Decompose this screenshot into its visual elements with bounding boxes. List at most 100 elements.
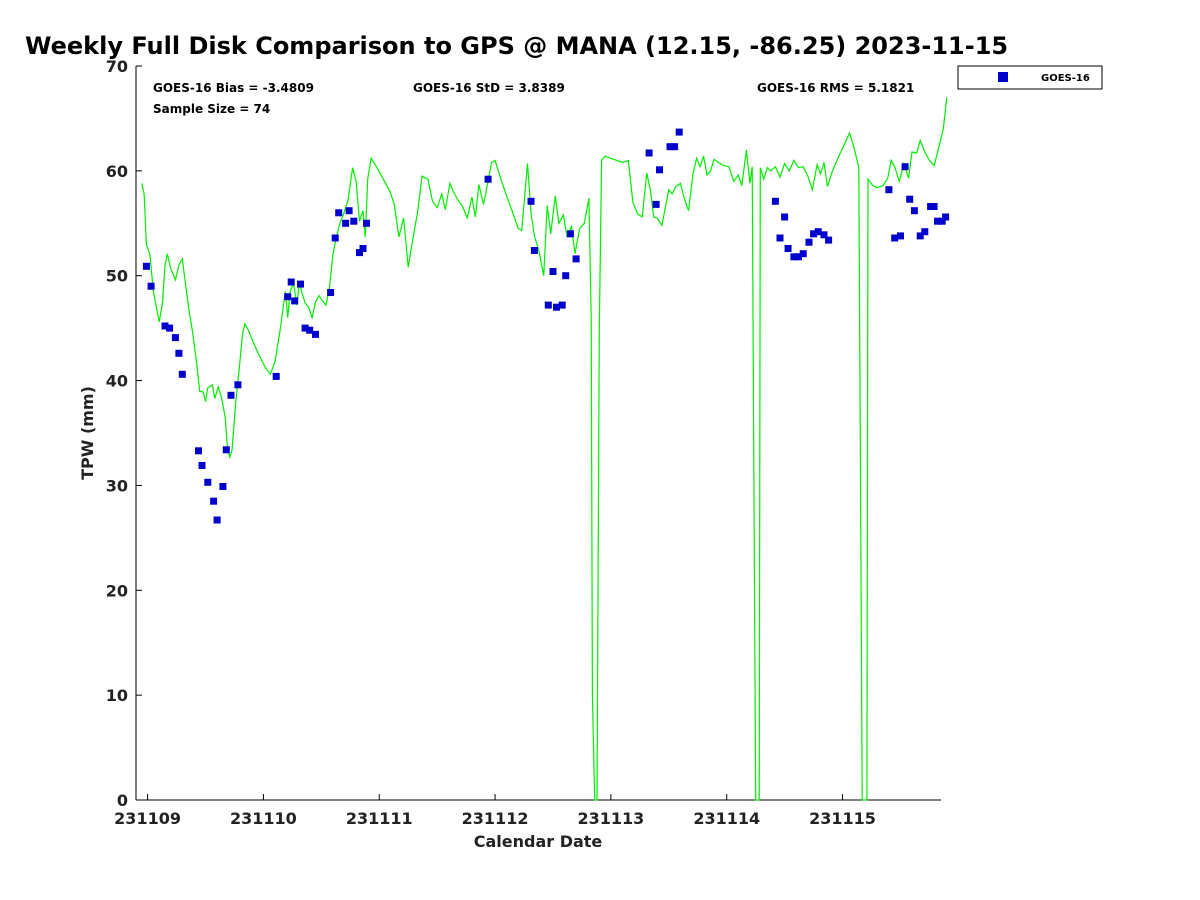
goes16-data-point (327, 289, 335, 296)
goes16-data-point (566, 230, 574, 238)
goes16-data-point (906, 195, 914, 203)
goes16-data-point (178, 370, 186, 378)
goes16-data-point (359, 245, 367, 252)
goes16-data-point (363, 219, 370, 227)
goes16-data-point (562, 272, 570, 280)
goes16-data-point (331, 234, 339, 242)
goes16-data-point (558, 301, 566, 309)
goes16-data-point (530, 247, 538, 254)
goes16-data-point (825, 236, 833, 244)
legend-marker (998, 72, 1008, 82)
goes16-data-point (675, 128, 683, 136)
legend-box (957, 65, 1103, 90)
stat-bias: GOES-16 Bias = -3.4809 (153, 81, 314, 95)
goes16-data-point (342, 219, 350, 227)
y-tick-label: 60 (106, 162, 128, 181)
goes16-data-point (771, 197, 779, 205)
plot-area: 0 10 20 30 40 50 60 70 231109 231110 231111 231112… (106, 57, 950, 828)
goes16-data-point (175, 349, 183, 357)
goes16-data-point (814, 228, 822, 236)
x-axis-label: Calendar Date (474, 832, 603, 851)
goes16-data-point (916, 232, 924, 240)
legend-entry-goes16: GOES-16 (1041, 73, 1090, 84)
goes16-data-point (790, 253, 798, 261)
goes16-data-point (776, 234, 784, 242)
goes16-data-point (549, 268, 557, 275)
goes16-data-point (930, 203, 938, 210)
goes16-data-point (195, 447, 202, 455)
gps-series-line (141, 97, 948, 801)
goes16-data-point (161, 322, 169, 330)
x-tick-label: 231115 (809, 809, 876, 828)
goes16-data-point (656, 166, 663, 174)
y-tick-label: 70 (106, 57, 128, 76)
goes16-data-point (166, 324, 174, 332)
goes16-data-point (198, 462, 206, 469)
goes16-data-point (350, 217, 358, 225)
goes16-data-point (345, 207, 353, 215)
y-tick-label: 30 (106, 476, 128, 495)
goes16-data-point (795, 253, 802, 261)
goes16-series-points (142, 128, 950, 524)
y-tick-label: 10 (106, 686, 128, 705)
y-tick-label: 0 (117, 791, 128, 810)
legend: GOES-16 (957, 65, 1103, 90)
x-tick-label: 231114 (693, 809, 760, 828)
goes16-data-point (147, 282, 155, 290)
goes16-data-point (219, 483, 227, 490)
goes16-data-point (938, 217, 946, 225)
goes16-data-point (312, 330, 319, 338)
goes16-data-point (645, 149, 653, 157)
stat-sample-size: Sample Size = 74 (153, 102, 270, 116)
goes16-data-point (284, 293, 292, 301)
goes16-data-point (306, 326, 314, 334)
goes16-data-point (222, 446, 230, 454)
goes16-data-point (291, 297, 299, 305)
goes16-data-point (301, 324, 309, 332)
goes16-data-point (784, 245, 792, 252)
x-axis-ticks: 231109 231110 231111 231112 231113 231114 2311… (114, 794, 876, 828)
goes16-data-point (891, 234, 899, 242)
x-tick-label: 231110 (230, 809, 297, 828)
x-tick-label: 231113 (577, 809, 644, 828)
stat-std: GOES-16 StD = 3.8389 (413, 81, 565, 95)
goes16-data-point (484, 175, 492, 183)
y-tick-label: 20 (106, 581, 128, 600)
goes16-data-point (671, 143, 679, 151)
goes16-data-point (553, 303, 560, 311)
goes16-data-point (781, 213, 789, 221)
goes16-data-point (805, 238, 813, 246)
goes16-data-point (227, 391, 235, 399)
x-tick-label: 231111 (346, 809, 413, 828)
goes16-data-point (910, 207, 918, 215)
y-tick-label: 50 (106, 267, 128, 286)
goes16-data-point (272, 372, 280, 380)
goes16-data-point (234, 381, 242, 389)
stat-rms: GOES-16 RMS = 5.1821 (757, 81, 914, 95)
goes16-data-point (942, 213, 950, 221)
goes16-data-point (572, 255, 580, 263)
goes16-data-point (820, 231, 828, 239)
goes16-data-point (885, 186, 893, 194)
goes16-data-point (356, 249, 363, 257)
goes16-data-point (204, 478, 212, 486)
x-tick-label: 231109 (114, 809, 181, 828)
goes16-data-point (666, 143, 674, 151)
y-axis-ticks: 0 10 20 30 40 50 60 70 (106, 57, 142, 810)
goes16-data-point (527, 197, 535, 205)
chart-title: Weekly Full Disk Comparison to GPS @ MAN… (25, 32, 1008, 60)
goes16-data-point (921, 228, 929, 236)
goes16-data-point (171, 334, 179, 342)
goes16-data-point (810, 230, 818, 238)
goes16-data-point (544, 301, 552, 309)
y-tick-label: 40 (106, 372, 128, 391)
goes16-data-point (897, 232, 904, 240)
goes16-data-point (297, 280, 304, 288)
goes16-data-point (213, 516, 221, 524)
x-tick-label: 231112 (462, 809, 529, 828)
gps-tpw-line (141, 97, 948, 801)
goes16-data-point (335, 209, 343, 217)
goes16-data-point (934, 217, 941, 225)
goes16-data-point (901, 163, 909, 171)
